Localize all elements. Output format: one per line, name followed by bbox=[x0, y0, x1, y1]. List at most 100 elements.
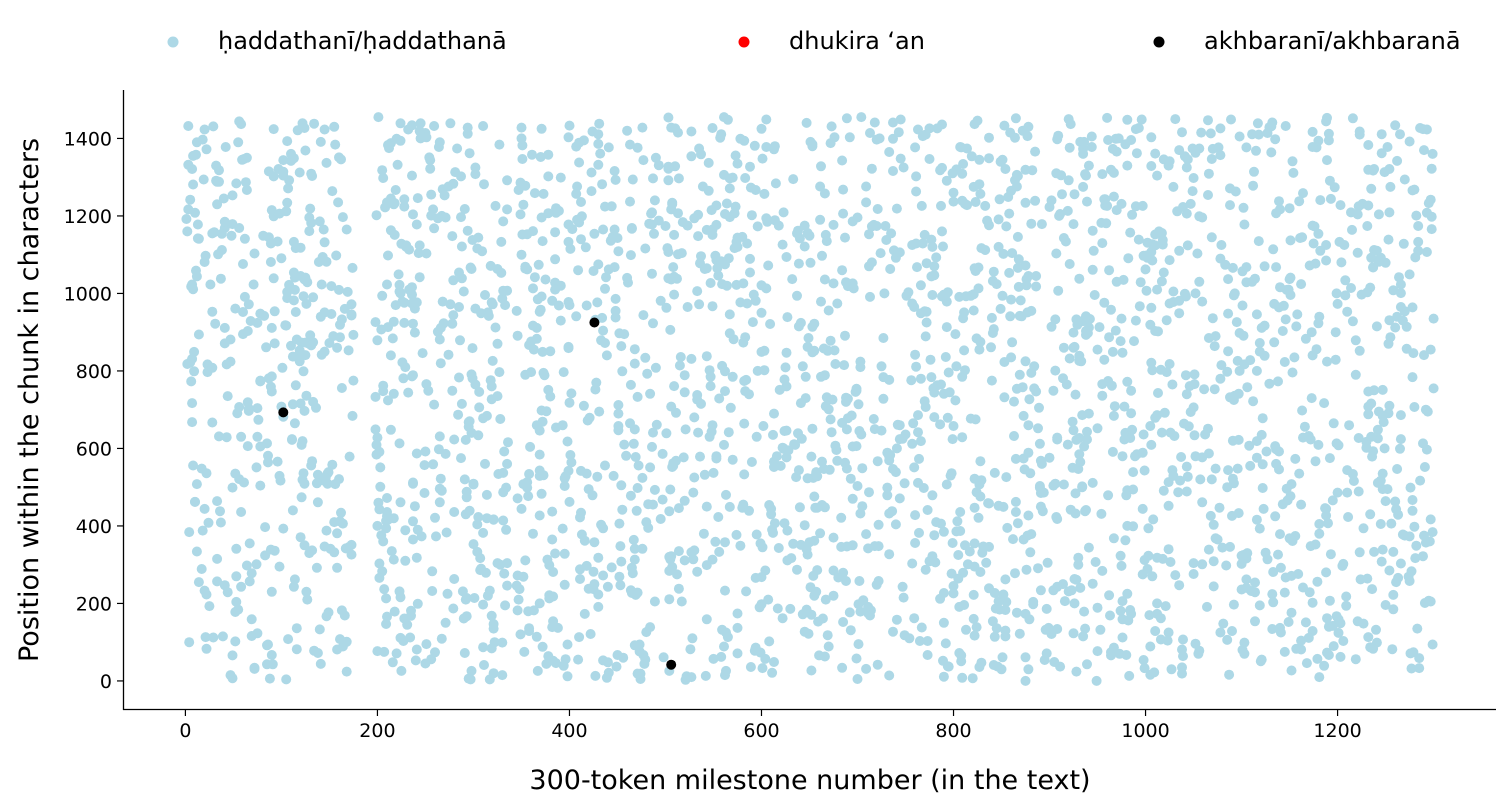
data-point-haddathani bbox=[289, 574, 300, 585]
data-point-haddathani bbox=[1310, 456, 1321, 467]
data-point-haddathani bbox=[1020, 652, 1031, 663]
data-point-haddathani bbox=[957, 672, 968, 683]
data-point-haddathani bbox=[486, 610, 497, 621]
data-point-akhbarani bbox=[666, 659, 677, 670]
data-point-haddathani bbox=[1391, 504, 1402, 515]
data-point-haddathani bbox=[1033, 423, 1043, 434]
data-point-haddathani bbox=[1354, 547, 1365, 558]
data-point-haddathani bbox=[1270, 511, 1281, 522]
data-point-haddathani bbox=[764, 500, 775, 510]
data-point-haddathani bbox=[1122, 160, 1133, 171]
data-point-haddathani bbox=[1122, 376, 1133, 387]
data-point-haddathani bbox=[1170, 570, 1181, 581]
data-point-haddathani bbox=[334, 284, 344, 295]
data-point-haddathani bbox=[319, 124, 330, 135]
data-point-haddathani bbox=[502, 175, 513, 186]
data-point-haddathani bbox=[445, 118, 456, 129]
data-point-haddathani bbox=[1128, 484, 1139, 495]
data-point-haddathani bbox=[478, 413, 489, 424]
data-point-haddathani bbox=[1226, 114, 1236, 125]
data-point-haddathani bbox=[1209, 384, 1220, 395]
data-point-haddathani bbox=[1042, 557, 1053, 568]
data-point-haddathani bbox=[475, 553, 486, 564]
data-point-haddathani bbox=[587, 490, 598, 501]
data-point-haddathani bbox=[1134, 301, 1145, 312]
data-point-haddathani bbox=[1314, 519, 1325, 529]
data-point-haddathani bbox=[1350, 335, 1361, 346]
data-point-haddathani bbox=[720, 537, 730, 548]
data-point-haddathani bbox=[1167, 379, 1178, 390]
data-point-haddathani bbox=[1319, 398, 1330, 409]
data-point-haddathani bbox=[855, 606, 866, 617]
data-point-haddathani bbox=[664, 594, 675, 605]
data-point-haddathani bbox=[613, 246, 624, 257]
data-point-haddathani bbox=[535, 152, 546, 162]
data-point-haddathani bbox=[519, 646, 530, 657]
data-point-haddathani bbox=[207, 306, 218, 317]
data-point-haddathani bbox=[409, 501, 420, 512]
data-point-haddathani bbox=[476, 563, 487, 574]
data-point-haddathani bbox=[1097, 390, 1108, 401]
data-point-haddathani bbox=[463, 673, 474, 684]
data-point-haddathani bbox=[888, 133, 898, 144]
data-point-haddathani bbox=[1350, 654, 1361, 665]
data-point-haddathani bbox=[511, 305, 522, 316]
data-point-haddathani bbox=[1020, 675, 1031, 686]
data-point-haddathani bbox=[632, 391, 643, 402]
data-point-haddathani bbox=[327, 186, 338, 197]
data-point-haddathani bbox=[287, 505, 298, 516]
data-point-haddathani bbox=[880, 221, 891, 231]
data-point-haddathani bbox=[1158, 485, 1169, 496]
data-point-haddathani bbox=[374, 572, 385, 583]
data-point-haddathani bbox=[427, 586, 438, 596]
data-point-haddathani bbox=[1253, 236, 1264, 247]
data-point-haddathani bbox=[1271, 208, 1282, 219]
data-point-haddathani bbox=[751, 529, 762, 540]
data-point-haddathani bbox=[1056, 170, 1067, 181]
data-point-haddathani bbox=[266, 386, 277, 397]
data-point-haddathani bbox=[502, 204, 513, 215]
data-point-haddathani bbox=[1097, 565, 1108, 576]
data-point-haddathani bbox=[339, 303, 350, 314]
data-point-haddathani bbox=[852, 212, 863, 223]
data-point-haddathani bbox=[1044, 202, 1055, 212]
data-point-haddathani bbox=[513, 594, 524, 605]
data-point-haddathani bbox=[1296, 279, 1307, 290]
data-point-haddathani bbox=[945, 470, 956, 481]
data-point-haddathani bbox=[731, 529, 742, 540]
data-point-haddathani bbox=[713, 270, 724, 281]
data-point-haddathani bbox=[1419, 350, 1429, 361]
data-point-haddathani bbox=[833, 572, 844, 583]
data-point-haddathani bbox=[600, 460, 610, 471]
data-point-haddathani bbox=[449, 574, 460, 584]
data-point-haddathani bbox=[1155, 364, 1166, 375]
data-point-haddathani bbox=[547, 534, 558, 545]
data-point-haddathani bbox=[1407, 495, 1418, 505]
data-point-haddathani bbox=[649, 228, 659, 239]
data-point-haddathani bbox=[851, 653, 862, 664]
data-point-haddathani bbox=[1181, 486, 1192, 497]
data-point-haddathani bbox=[882, 490, 893, 501]
data-point-haddathani bbox=[472, 519, 483, 530]
data-point-haddathani bbox=[399, 201, 410, 212]
data-point-haddathani bbox=[1115, 550, 1126, 561]
data-point-haddathani bbox=[563, 343, 574, 354]
data-point-haddathani bbox=[707, 301, 718, 312]
data-point-haddathani bbox=[1034, 402, 1044, 413]
data-point-haddathani bbox=[408, 516, 418, 527]
data-point-haddathani bbox=[470, 162, 481, 173]
data-point-haddathani bbox=[629, 554, 640, 565]
data-point-haddathani bbox=[532, 665, 543, 676]
data-point-haddathani bbox=[1174, 580, 1185, 591]
data-point-haddathani bbox=[995, 303, 1006, 314]
data-point-haddathani bbox=[1225, 200, 1235, 211]
data-point-haddathani bbox=[914, 527, 924, 538]
data-point-haddathani bbox=[917, 238, 928, 249]
data-point-haddathani bbox=[374, 446, 385, 457]
data-point-haddathani bbox=[1173, 487, 1184, 498]
data-point-haddathani bbox=[650, 152, 661, 163]
data-point-haddathani bbox=[547, 506, 558, 517]
data-point-haddathani bbox=[275, 475, 286, 486]
data-point-haddathani bbox=[1144, 610, 1155, 621]
data-point-haddathani bbox=[910, 510, 921, 521]
